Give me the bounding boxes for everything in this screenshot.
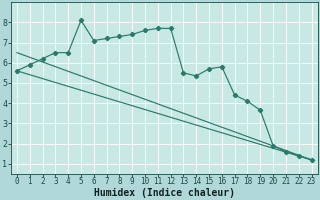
X-axis label: Humidex (Indice chaleur): Humidex (Indice chaleur) (94, 188, 235, 198)
